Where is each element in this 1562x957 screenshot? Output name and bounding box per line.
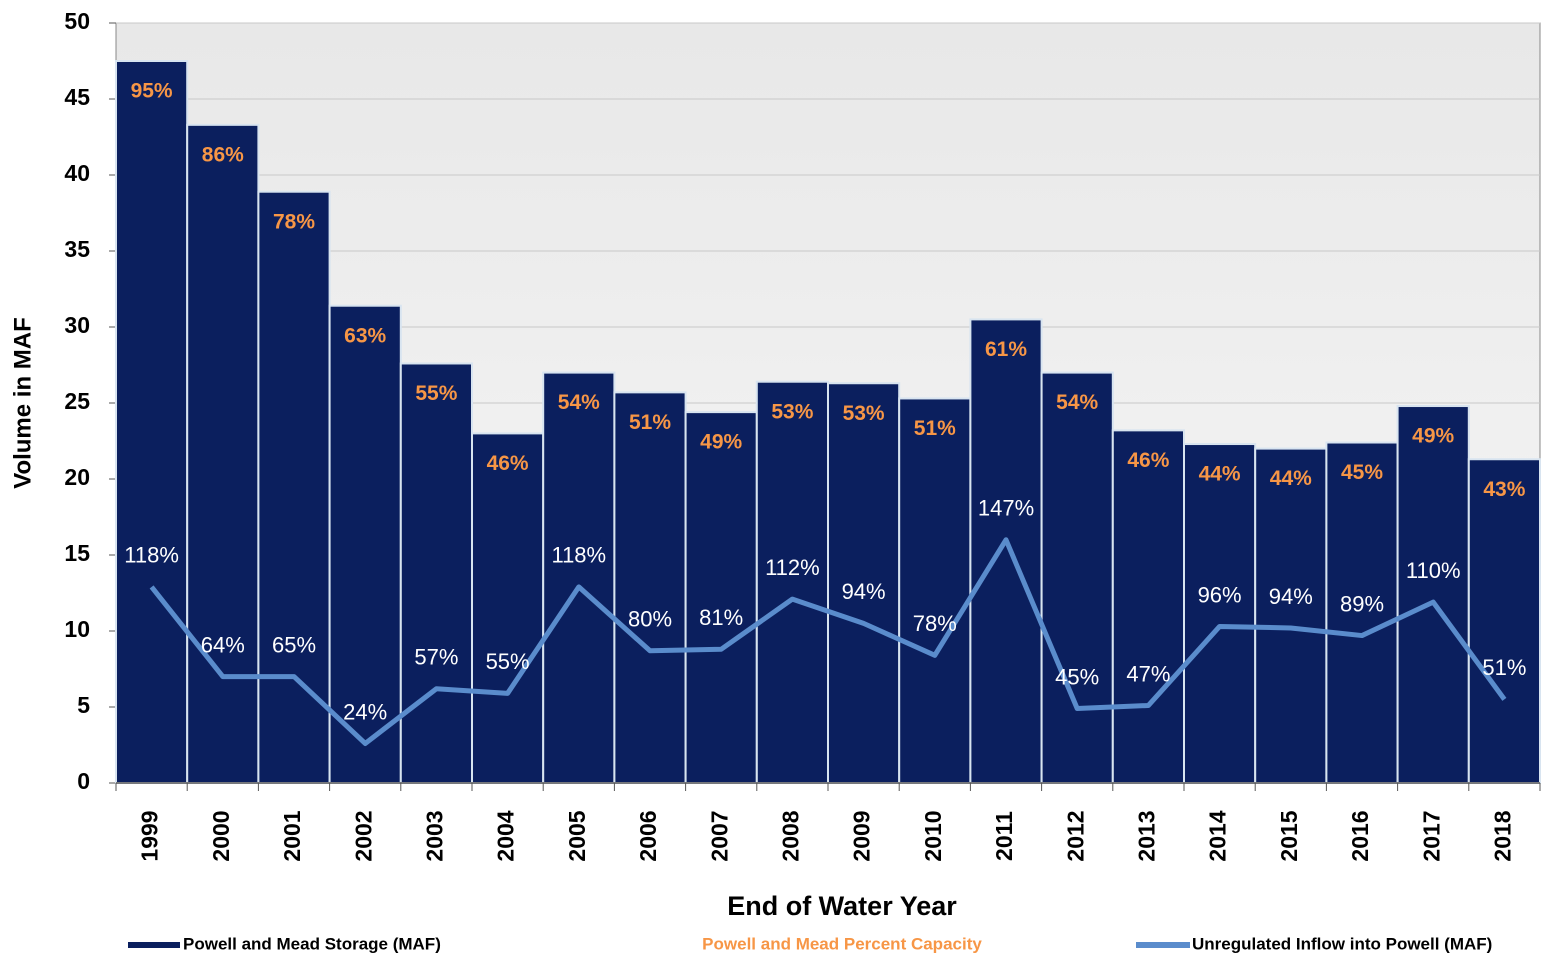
- inflow-percent-label: 65%: [272, 632, 316, 657]
- inflow-percent-label: 118%: [551, 543, 606, 568]
- capacity-label: 95%: [131, 80, 173, 103]
- x-tick-label: 2012: [1062, 810, 1088, 861]
- inflow-percent-label: 55%: [486, 649, 530, 674]
- x-tick-label: 2001: [279, 810, 305, 861]
- capacity-label: 49%: [700, 431, 742, 454]
- bar: [969, 318, 1043, 784]
- inflow-percent-label: 89%: [1340, 591, 1384, 616]
- inflow-percent-label: 112%: [765, 555, 820, 580]
- bar: [257, 190, 331, 785]
- y-tick-label: 0: [77, 768, 90, 794]
- capacity-label: 44%: [1270, 467, 1312, 490]
- x-tick-label: 2014: [1205, 810, 1231, 861]
- bar: [827, 382, 901, 784]
- capacity-label: 54%: [1056, 391, 1098, 414]
- inflow-percent-label: 118%: [124, 543, 179, 568]
- x-tick-label: 2010: [920, 810, 946, 861]
- x-tick-label: 2002: [350, 810, 376, 861]
- x-tick-label: 2008: [777, 810, 803, 861]
- bar: [186, 123, 260, 784]
- x-tick-label: 2013: [1133, 810, 1159, 861]
- y-tick-label: 50: [64, 8, 90, 34]
- capacity-label: 78%: [273, 210, 315, 233]
- capacity-label: 53%: [771, 400, 813, 423]
- y-axis-title: Volume in MAF: [9, 317, 36, 489]
- capacity-label: 45%: [1341, 461, 1383, 484]
- inflow-percent-label: 51%: [1482, 655, 1526, 680]
- x-tick-label: 2005: [564, 810, 590, 861]
- x-tick-label: 2016: [1347, 810, 1373, 861]
- bar: [1325, 441, 1399, 784]
- x-tick-label: 2009: [849, 810, 875, 861]
- bar: [399, 362, 473, 784]
- capacity-label: 55%: [415, 382, 457, 405]
- x-tick-label: 2011: [991, 811, 1017, 861]
- inflow-line: [149, 537, 1507, 746]
- capacity-label: 46%: [487, 452, 529, 475]
- capacity-label: 86%: [202, 143, 244, 166]
- bar: [613, 391, 687, 784]
- bar: [1183, 443, 1257, 784]
- capacity-label: 43%: [1483, 478, 1525, 501]
- inflow-percent-label: 110%: [1406, 558, 1461, 583]
- inflow-percent-label: 96%: [1198, 582, 1242, 607]
- legend-label: Powell and Mead Percent Capacity: [702, 934, 982, 953]
- inflow-percent-label: 78%: [913, 611, 957, 636]
- capacity-label: 51%: [914, 417, 956, 440]
- capacity-label: 51%: [629, 411, 671, 434]
- x-tick-label: 2006: [635, 810, 661, 861]
- bar: [1254, 447, 1328, 784]
- bar: [542, 371, 616, 784]
- inflow-percent-label: 45%: [1055, 664, 1099, 689]
- inflow-percent-label: 94%: [842, 579, 886, 604]
- x-tick-label: 2004: [493, 810, 519, 861]
- x-tick-label: 2018: [1489, 810, 1515, 861]
- y-tick-label: 10: [64, 616, 90, 642]
- bar: [115, 60, 189, 784]
- bar: [684, 411, 758, 784]
- y-tick-label: 30: [64, 312, 90, 338]
- y-tick-label: 45: [64, 84, 90, 110]
- capacity-label: 53%: [843, 402, 885, 425]
- y-tick-label: 5: [77, 692, 90, 718]
- inflow-percent-label: 24%: [343, 699, 387, 724]
- inflow-percent-label: 64%: [201, 632, 245, 657]
- x-tick-label: 2007: [706, 810, 732, 861]
- capacity-label: 63%: [344, 324, 386, 347]
- x-tick-label: 2017: [1418, 810, 1444, 861]
- bar: [755, 380, 829, 784]
- y-tick-label: 35: [64, 236, 90, 262]
- y-tick-label: 15: [64, 540, 90, 566]
- y-tick-label: 40: [64, 160, 90, 186]
- inflow-percent-label: 80%: [628, 607, 672, 632]
- x-tick-label: 2015: [1276, 810, 1302, 861]
- inflow-percent-label: 57%: [414, 645, 458, 670]
- capacity-label: 44%: [1199, 463, 1241, 486]
- inflow-percent-label: 81%: [699, 605, 743, 630]
- bar: [1396, 405, 1470, 784]
- legend-label: Powell and Mead Storage (MAF): [183, 934, 441, 953]
- y-tick-label: 25: [64, 388, 90, 414]
- bar: [471, 432, 545, 784]
- legend-label: Unregulated Inflow into Powell (MAF): [1192, 934, 1492, 953]
- capacity-label: 49%: [1412, 425, 1454, 448]
- capacity-label: 54%: [558, 391, 600, 414]
- x-tick-label: 1999: [137, 810, 163, 861]
- x-axis-title: End of Water Year: [727, 891, 957, 921]
- bar: [898, 397, 972, 784]
- bar: [1040, 371, 1114, 784]
- capacity-label: 46%: [1127, 449, 1169, 472]
- inflow-percent-label: 47%: [1126, 661, 1170, 686]
- inflow-percent-label: 147%: [978, 496, 1034, 521]
- x-tick-label: 2003: [421, 810, 447, 861]
- bar: [1467, 458, 1542, 784]
- y-tick-label: 20: [64, 464, 90, 490]
- capacity-label: 61%: [985, 338, 1027, 361]
- bar: [1111, 429, 1186, 784]
- x-tick-label: 2000: [208, 810, 234, 861]
- inflow-percent-label: 94%: [1269, 584, 1313, 609]
